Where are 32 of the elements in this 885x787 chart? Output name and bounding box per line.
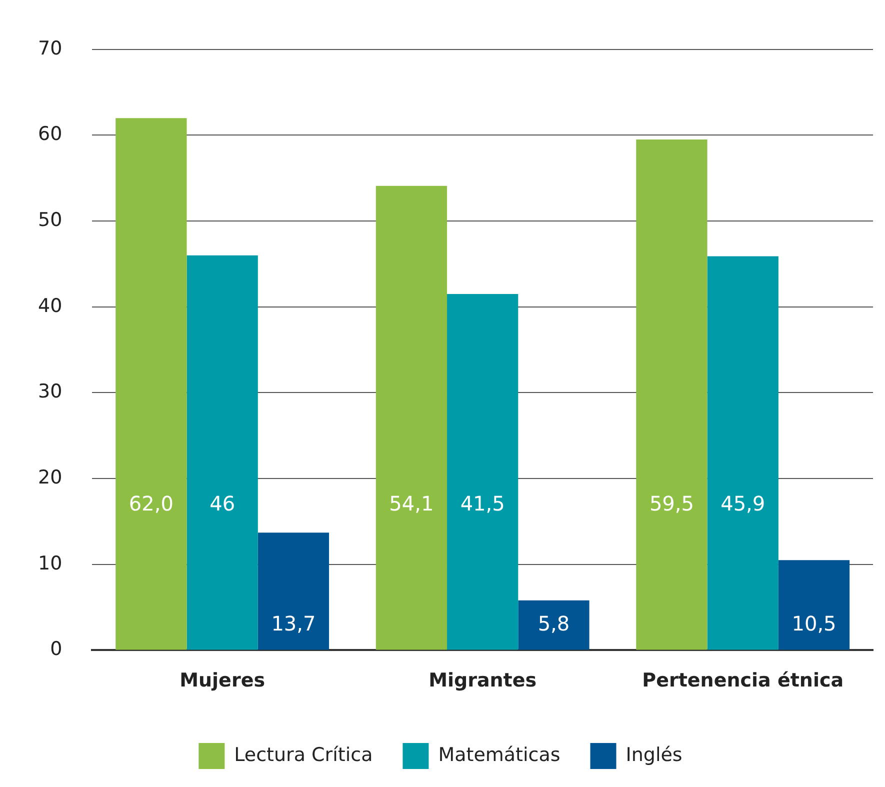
legend-label: Matemáticas <box>438 744 560 766</box>
data-label: 10,5 <box>792 611 836 636</box>
bar <box>707 256 778 650</box>
bar <box>376 186 448 650</box>
legend-label: Inglés <box>626 744 682 766</box>
bar <box>186 255 258 650</box>
y-tick-label: 70 <box>38 37 62 60</box>
x-tick-label: Migrantes <box>428 670 537 692</box>
data-label: 59,5 <box>649 491 694 516</box>
y-tick-label: 40 <box>38 294 62 317</box>
bar <box>518 600 590 650</box>
y-tick-label: 0 <box>50 638 62 660</box>
data-label: 5,8 <box>538 611 570 636</box>
data-label: 46 <box>210 491 236 516</box>
legend-label: Lectura Crítica <box>234 744 373 766</box>
data-label: 13,7 <box>271 611 316 636</box>
y-tick-label: 30 <box>38 380 62 403</box>
y-tick-label: 20 <box>38 466 62 488</box>
data-label: 45,9 <box>720 491 766 516</box>
bar <box>636 140 708 650</box>
bar <box>447 294 518 650</box>
x-tick-label: Mujeres <box>180 670 266 692</box>
y-tick-label: 50 <box>38 208 62 231</box>
bar <box>116 118 187 650</box>
y-tick-label: 60 <box>38 123 62 146</box>
x-tick-label: Pertenencia étnica <box>642 670 844 692</box>
data-label: 62,0 <box>128 491 174 516</box>
data-label: 54,1 <box>389 491 434 516</box>
bar <box>258 532 330 650</box>
y-tick-label: 10 <box>38 552 62 574</box>
data-label: 41,5 <box>460 491 505 516</box>
bar <box>778 560 850 650</box>
